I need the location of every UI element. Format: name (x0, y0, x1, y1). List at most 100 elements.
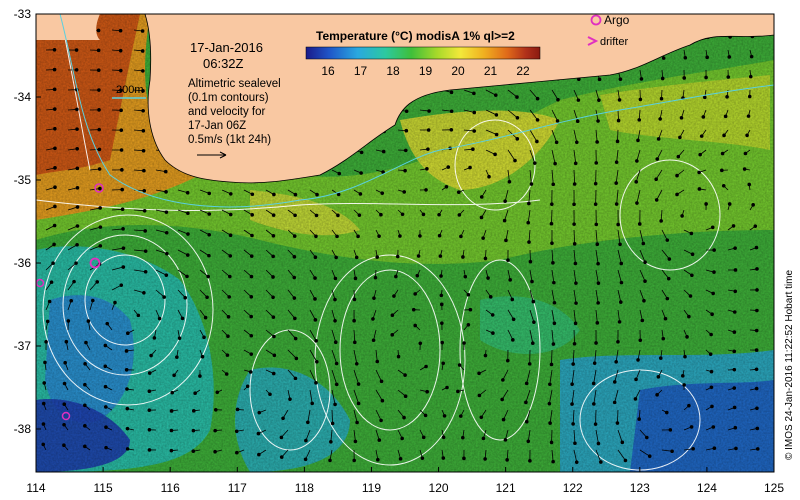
velocity-arrow-head (141, 148, 146, 153)
colorbar: Temperature (°C) modisA 1% ql>=2 16 17 18 1… (305, 29, 541, 78)
velocity-arrow-head (124, 349, 129, 353)
velocity-arrow-head (379, 212, 383, 217)
velocity-arrow-head (437, 233, 442, 238)
x-axis: 114 115 116 117 118 119 120 121 122 123 124 125 (26, 467, 784, 495)
velocity-arrow-head (732, 386, 737, 390)
velocity-arrow-head (177, 336, 182, 340)
velocity-arrow-head (426, 128, 431, 132)
velocity-arrow-head (659, 96, 664, 101)
velocity-arrow-head (503, 199, 507, 204)
velocity-arrow (177, 249, 188, 256)
velocity-arrow-head (315, 192, 319, 197)
velocity-arrow-head (75, 127, 79, 131)
velocity-arrow-head (313, 276, 317, 280)
velocity-arrow-head (62, 443, 66, 448)
velocity-arrow-head (472, 129, 477, 133)
velocity-arrow-head (553, 161, 557, 166)
velocity-arrow-head (754, 348, 759, 352)
velocity-arrow (525, 389, 531, 403)
velocity-arrow-head (639, 77, 644, 81)
velocity-arrow-head (751, 203, 755, 207)
velocity-arrow-head (292, 234, 297, 238)
colorbar-bar (305, 46, 541, 60)
velocity-arrow-head (755, 308, 759, 313)
velocity-arrow-head (420, 456, 425, 460)
velocity-arrow (309, 309, 316, 321)
velocity-arrow-head (185, 274, 189, 279)
velocity-arrow-head (402, 415, 406, 420)
velocity-arrow-head (697, 170, 701, 175)
velocity-arrow-head (618, 300, 623, 304)
velocity-arrow-head (425, 389, 429, 394)
velocity-arrow (504, 189, 509, 202)
velocity-arrow (573, 169, 576, 185)
velocity-arrow-head (570, 382, 574, 386)
velocity-arrow (595, 249, 599, 264)
velocity-arrow-head (688, 294, 693, 298)
plot-frame (35, 13, 775, 473)
velocity-arrow-head (614, 359, 618, 364)
velocity-arrow-head (157, 316, 162, 321)
velocity-arrow-head (125, 331, 130, 336)
velocity-arrow-head (597, 77, 602, 82)
velocity-arrow-head (294, 356, 299, 361)
velocity-arrow-head (574, 460, 579, 464)
velocity-arrow-head (441, 456, 446, 460)
velocity-arrow-head (271, 254, 275, 259)
velocity-arrow-head (591, 381, 596, 386)
velocity-arrow-head (62, 381, 67, 386)
velocity-arrow (111, 266, 124, 271)
y-tick-label: -35 (14, 173, 32, 187)
velocity-arrow-head (440, 340, 445, 345)
velocity-arrow-head (140, 49, 145, 53)
velocity-arrow-head (659, 219, 663, 223)
velocity-arrow-head (413, 292, 418, 296)
velocity-arrow-head (271, 233, 276, 238)
velocity-arrow-head (235, 407, 240, 412)
velocity-arrow-head (248, 370, 253, 374)
velocity-arrow-head (416, 254, 421, 258)
velocity-arrow-head (427, 109, 431, 113)
velocity-arrow-head (743, 151, 748, 156)
velocity-arrow-head (687, 403, 691, 408)
velocity-arrow (353, 349, 358, 364)
velocity-arrow-head (75, 242, 79, 247)
velocity-arrow (89, 281, 98, 291)
velocity-arrow-head (75, 166, 80, 171)
argo-legend-icon (590, 14, 602, 26)
velocity-arrow-head (702, 95, 707, 100)
velocity-arrow-head (444, 184, 449, 189)
velocity-arrow-head (664, 410, 669, 415)
x-tick-label: 115 (94, 481, 113, 495)
velocity-arrow-head (726, 75, 731, 79)
colorbar-tick-label: 21 (484, 64, 498, 78)
velocity-arrow-head (593, 202, 598, 207)
velocity-arrow (353, 369, 359, 385)
velocity-arrow-head (524, 400, 528, 405)
velocity-arrow-head (333, 340, 338, 345)
velocity-arrow-head (481, 436, 486, 441)
velocity-arrow-head (508, 278, 512, 282)
velocity-arrow (639, 229, 644, 244)
velocity-arrow-head (120, 168, 124, 172)
velocity-arrow (529, 269, 533, 282)
velocity-arrow-head (390, 333, 395, 337)
argo-float (61, 411, 71, 421)
velocity-arrow-head (747, 94, 752, 99)
velocity-arrow-head (186, 211, 190, 216)
velocity-arrow (551, 169, 554, 185)
velocity-arrow-head (614, 202, 619, 206)
velocity-arrow-head (334, 361, 339, 366)
velocity-arrow-head (633, 397, 638, 401)
velocity-arrow-head (619, 280, 624, 285)
velocity-arrow-head (272, 334, 276, 339)
y-axis: -33 -34 -35 -36 -37 -38 (14, 7, 41, 436)
velocity-arrow-head (670, 449, 674, 454)
velocity-arrow-head (449, 90, 454, 95)
velocity-arrow-head (712, 446, 717, 451)
velocity-arrow-head (712, 270, 716, 274)
velocity-arrow-head (552, 280, 556, 285)
velocity-arrow-head (314, 213, 319, 218)
velocity-arrow-head (682, 76, 687, 80)
velocity-arrow-head (654, 177, 658, 182)
